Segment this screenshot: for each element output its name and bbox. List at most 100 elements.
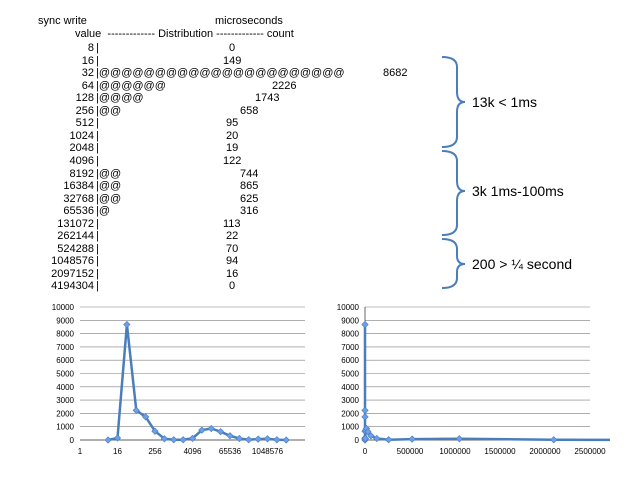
x-tick-label: 16 <box>113 447 122 456</box>
histogram-value: 8192 <box>69 167 94 180</box>
data-point <box>104 436 112 444</box>
histogram-header: value ------------- Distribution -------… <box>75 28 294 40</box>
chart-linear-scale: 0 1000 2000 3000 4000 5000 6000 7000 8000 9000 100… <box>337 303 610 456</box>
brace-2 <box>441 150 466 236</box>
data-point <box>361 434 369 443</box>
histogram-count: 865 <box>240 180 259 193</box>
chart-log-scale: 0 1000 2000 3000 4000 5000 6000 7000 8000 9000 100… <box>52 303 305 456</box>
histogram-value: 512 <box>75 117 94 130</box>
x-tick-label: 4096 <box>184 447 202 456</box>
data-point <box>160 435 168 443</box>
histogram-count: 94 <box>226 255 239 268</box>
histogram-count: 0 <box>229 42 236 54</box>
x-tick-label: 1500000 <box>484 447 516 456</box>
y-tick-label: 0 <box>355 436 360 445</box>
y-tick-label: 7000 <box>341 343 359 352</box>
data-point <box>408 435 416 443</box>
histogram-bar: | <box>96 242 99 255</box>
histogram-bar: | <box>96 129 99 142</box>
histogram-bar: |@@ <box>96 167 122 180</box>
histogram-bar: | <box>96 154 99 167</box>
histogram-count: 19 <box>226 142 239 155</box>
annotation-label-1: 13k < 1ms <box>472 94 537 110</box>
histogram-title-left: sync write <box>38 15 87 27</box>
y-tick-label: 6000 <box>56 356 74 365</box>
y-tick-label: 4000 <box>56 383 74 392</box>
series-line <box>363 323 610 442</box>
histogram-count: 658 <box>240 104 259 117</box>
histogram-value: 1048576 <box>51 255 94 268</box>
histogram-count: 2226 <box>272 79 297 92</box>
data-point <box>170 436 178 444</box>
histogram-value: 65536 <box>63 205 94 218</box>
y-tick-label: 8000 <box>341 330 359 339</box>
annotation-label-2: 3k 1ms-100ms <box>472 183 564 199</box>
histogram-value: 64 <box>81 79 94 92</box>
y-tick-label: 9000 <box>56 316 74 325</box>
histogram-count: 8682 <box>383 67 408 80</box>
histogram-bar: |@@@@@@@@@@@@@@@@@@@@@@ <box>96 67 345 80</box>
y-tick-label: 4000 <box>341 383 359 392</box>
x-tick-label: 256 <box>148 447 162 456</box>
data-point <box>188 434 197 443</box>
x-tick-label: 2000000 <box>529 447 561 456</box>
x-tick-label: 65536 <box>219 447 242 456</box>
y-tick-label: 8000 <box>56 330 74 339</box>
brace-3 <box>441 238 466 289</box>
histogram-count: 744 <box>240 167 259 180</box>
histogram-bar: |@@ <box>96 180 122 193</box>
histogram-value: 32 <box>81 67 94 80</box>
histogram-bar: | <box>96 117 99 130</box>
histogram-bar: | <box>96 280 99 293</box>
data-point <box>455 435 463 443</box>
x-tick-label: 500000 <box>397 447 424 456</box>
data-point <box>282 436 290 444</box>
data-point <box>263 435 272 443</box>
histogram-bar: |@@ <box>96 104 122 117</box>
x-tick-label: 1000000 <box>439 447 471 456</box>
histogram-bar: | <box>96 42 99 54</box>
histogram-count: 113 <box>223 217 241 230</box>
histogram-value: 16384 <box>63 180 94 193</box>
histogram-value: 131072 <box>57 217 94 230</box>
data-point <box>198 426 206 434</box>
histogram-count: 316 <box>240 205 259 218</box>
data-point <box>361 320 369 329</box>
y-tick-label: 5000 <box>341 370 359 379</box>
histogram-value: 524288 <box>57 242 94 255</box>
y-tick-label: 3000 <box>341 396 359 405</box>
data-point <box>132 406 140 415</box>
data-point <box>235 434 243 443</box>
data-point <box>367 432 375 440</box>
data-point <box>113 434 122 442</box>
y-tick-label: 6000 <box>341 356 359 365</box>
data-point <box>142 413 150 421</box>
x-tick-label: 0 <box>363 447 368 456</box>
histogram-count: 122 <box>223 154 242 167</box>
histogram-count: 95 <box>226 117 239 130</box>
histogram-title-right: microseconds <box>215 15 283 27</box>
histogram-value: 1024 <box>69 129 94 142</box>
histogram-value: 262144 <box>57 230 94 243</box>
data-point <box>151 427 159 435</box>
data-point <box>254 435 262 443</box>
y-tick-label: 10000 <box>337 303 360 312</box>
brace-1 <box>441 56 466 148</box>
histogram-bar: | <box>96 255 99 268</box>
histogram-value: 128 <box>75 92 94 105</box>
histogram-bar: |@@@@ <box>96 92 144 105</box>
data-point <box>550 436 558 444</box>
y-tick-label: 1000 <box>341 423 359 432</box>
histogram-value: 32768 <box>63 192 94 205</box>
histogram-count: 149 <box>223 54 242 67</box>
data-point <box>361 413 369 421</box>
y-tick-label: 3000 <box>56 396 74 405</box>
histogram-value: 4096 <box>69 154 94 167</box>
histogram-count: 16 <box>226 267 239 280</box>
histogram-bar: | <box>96 230 99 243</box>
y-tick-label: 2000 <box>56 409 74 418</box>
data-point <box>226 432 234 440</box>
histogram-bar: | <box>96 217 99 230</box>
histogram-bar: | <box>96 142 99 155</box>
x-tick-label: 2500000 <box>574 447 606 456</box>
